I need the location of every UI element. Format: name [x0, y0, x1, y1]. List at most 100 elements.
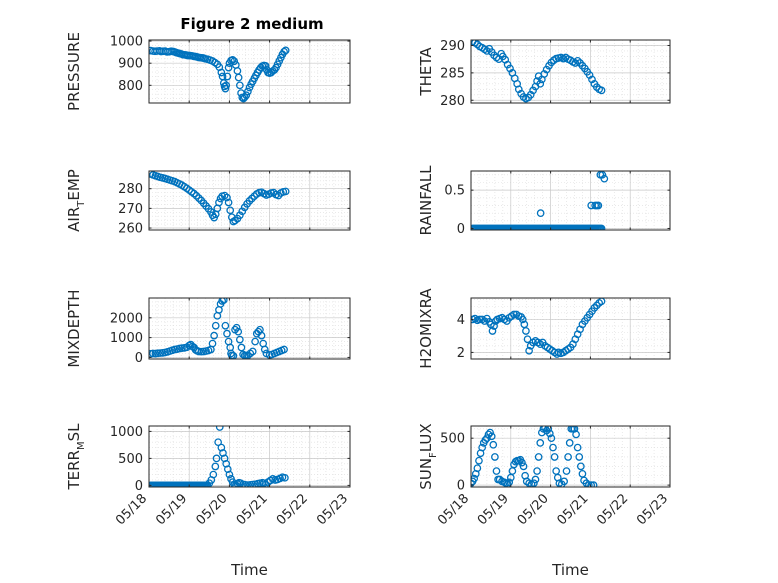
data-point: [547, 434, 556, 443]
y-tick-label: 260: [118, 222, 143, 237]
data-point: [503, 60, 512, 69]
data-point: [251, 337, 259, 346]
plot-area: [149, 426, 350, 487]
data-point: [575, 453, 584, 461]
data-point: [219, 298, 228, 304]
data-series: [149, 46, 290, 103]
data-point: [518, 458, 526, 467]
y-tick-label: 2: [457, 346, 465, 361]
axes-box: [148, 297, 351, 360]
y-label-rest: SL: [65, 423, 83, 442]
data-point: [222, 81, 231, 90]
y-tick-label: 2000: [110, 311, 143, 326]
data-point: [281, 46, 290, 55]
data-point: [211, 321, 220, 330]
subplot-6: 2 4 H2OMIXRA: [417, 288, 671, 369]
data-point: [562, 467, 571, 475]
y-tick-label: 0: [457, 479, 465, 494]
y-label-main: AIR: [65, 207, 83, 232]
data-point: [223, 193, 231, 202]
data-point: [587, 201, 596, 210]
data-point: [573, 443, 582, 452]
y-tick-label: 4: [457, 313, 465, 328]
data-point: [245, 197, 254, 205]
y-label-main: TERR: [65, 450, 83, 491]
data-point: [547, 58, 556, 67]
data-point: [550, 453, 559, 461]
data-point: [533, 467, 541, 475]
data-point: [534, 453, 543, 461]
data-point: [211, 462, 220, 471]
data-point: [475, 456, 483, 465]
data-point: [587, 481, 596, 487]
data-point: [194, 194, 203, 202]
data-point: [232, 323, 241, 332]
data-point: [280, 345, 288, 354]
data-point: [230, 57, 239, 66]
y-tick-label: 280: [440, 94, 465, 109]
data-point: [236, 211, 244, 220]
data-point: [571, 59, 580, 67]
data-point: [194, 347, 203, 356]
data-point: [244, 87, 252, 96]
data-point: [215, 426, 224, 431]
data-point: [250, 192, 259, 201]
subplot-2: 280 285 290 THETA: [417, 39, 671, 109]
data-point: [598, 171, 607, 179]
data-point: [525, 346, 533, 355]
data-point: [226, 206, 235, 215]
data-point: [492, 467, 501, 475]
data-point: [241, 480, 250, 487]
y-tick-label: 1000: [110, 35, 143, 50]
data-point: [208, 339, 217, 348]
data-point: [481, 436, 490, 444]
x-axis-label: Time: [551, 561, 589, 579]
data-series: [149, 426, 289, 487]
data-point: [473, 464, 482, 473]
data-point: [478, 443, 486, 452]
data-point: [280, 47, 288, 56]
data-series: [471, 298, 606, 358]
data-point: [190, 189, 198, 198]
data-point: [487, 432, 496, 441]
subplot-4: 0 0.5 RAINFALL: [417, 165, 671, 237]
axes-box: [470, 170, 671, 231]
data-point: [156, 349, 165, 357]
data-point: [491, 317, 500, 325]
y-label-rest: EMP: [65, 169, 83, 200]
subplot-1: 800 900 1000 PRESSURE: [65, 32, 351, 111]
y-axis-label: AIRTEMP: [65, 169, 87, 232]
y-axis-label: SUNFLUX: [417, 423, 439, 489]
data-point: [218, 298, 227, 305]
data-point: [281, 187, 290, 196]
axes-box: [470, 39, 671, 104]
y-axis-label: RAINFALL: [417, 165, 435, 236]
data-point: [221, 321, 230, 330]
data-point: [597, 224, 606, 230]
data-point: [217, 68, 226, 77]
y-tick-label: 800: [118, 79, 143, 94]
axes-box: [470, 297, 671, 360]
y-axis-label: PRESSURE: [65, 32, 83, 111]
data-point: [238, 207, 247, 216]
data-point: [471, 479, 475, 487]
data-point: [505, 478, 514, 487]
data-point: [229, 351, 238, 359]
data-point: [490, 322, 498, 330]
y-tick-label: 285: [440, 66, 465, 81]
data-point: [221, 84, 230, 93]
data-point: [529, 86, 537, 95]
data-point: [573, 56, 582, 65]
axes-box: [470, 425, 671, 488]
data-point: [536, 209, 545, 217]
data-point: [523, 335, 532, 344]
data-point: [248, 194, 256, 203]
y-tick-label: 1000: [110, 331, 143, 346]
y-tick-label: 0: [135, 351, 143, 366]
data-point: [600, 174, 609, 183]
data-series: [471, 171, 609, 230]
y-tick-label: 500: [440, 432, 465, 447]
data-point: [261, 480, 270, 487]
data-point: [210, 331, 218, 340]
